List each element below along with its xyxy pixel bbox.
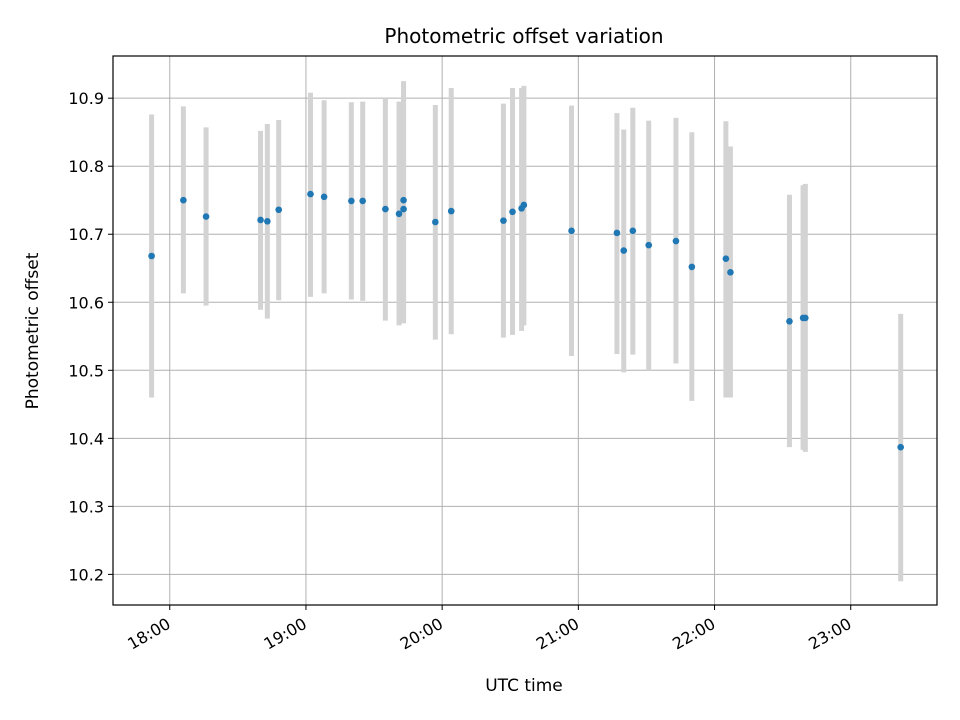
data-point bbox=[802, 314, 809, 322]
data-point bbox=[897, 443, 904, 451]
y-axis-label: Photometric offset bbox=[23, 252, 43, 409]
data-point bbox=[613, 229, 621, 237]
y-tick-label: 10.5 bbox=[68, 361, 104, 380]
data-point bbox=[500, 217, 507, 224]
y-axis-ticks: 10.2 10.3 10.4 10.5 10.6 10.7 10.8 10.9 bbox=[68, 89, 113, 584]
data-point bbox=[395, 210, 403, 218]
data-point bbox=[786, 318, 793, 325]
data-point bbox=[568, 227, 575, 235]
data-point bbox=[727, 269, 734, 276]
data-point bbox=[148, 252, 155, 260]
data-point bbox=[672, 237, 680, 245]
y-tick-label: 10.2 bbox=[68, 565, 104, 584]
y-tick-label: 10.3 bbox=[68, 497, 104, 516]
data-point bbox=[400, 205, 407, 213]
data-point bbox=[359, 197, 366, 205]
data-point bbox=[432, 218, 439, 226]
data-point bbox=[400, 196, 407, 204]
data-point bbox=[202, 213, 210, 220]
data-point bbox=[307, 190, 314, 198]
y-tick-label: 10.7 bbox=[68, 225, 104, 244]
y-tick-label: 10.4 bbox=[68, 429, 104, 448]
data-point bbox=[320, 193, 328, 201]
data-point bbox=[348, 197, 355, 205]
data-point bbox=[275, 206, 283, 214]
y-tick-label: 10.6 bbox=[68, 293, 104, 312]
data-point bbox=[382, 205, 389, 213]
data-point bbox=[509, 208, 516, 216]
data-point bbox=[620, 247, 628, 254]
data-points bbox=[148, 190, 904, 451]
data-point bbox=[722, 255, 730, 263]
data-point bbox=[264, 218, 271, 225]
chart-title: Photometric offset variation bbox=[384, 24, 663, 48]
data-point bbox=[629, 227, 637, 235]
data-point bbox=[257, 216, 264, 224]
data-point bbox=[447, 207, 455, 215]
data-point bbox=[180, 196, 187, 204]
y-tick-label: 10.8 bbox=[68, 157, 104, 176]
y-tick-label: 10.9 bbox=[68, 89, 104, 108]
plot-frame bbox=[112, 55, 938, 606]
data-point bbox=[688, 263, 696, 271]
data-point bbox=[520, 201, 528, 209]
data-point bbox=[645, 241, 653, 249]
x-axis-label: UTC time bbox=[485, 676, 563, 696]
